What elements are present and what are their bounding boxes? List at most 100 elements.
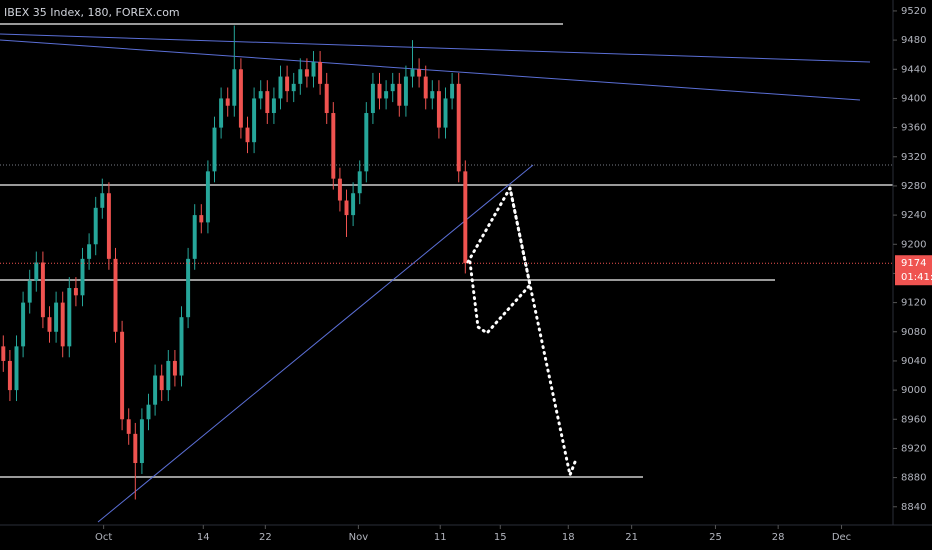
candle-body <box>212 127 217 172</box>
candle-body <box>265 91 270 114</box>
candle-body <box>1 346 6 361</box>
y-tick-label: 9200 <box>901 239 926 250</box>
y-tick-label: 9360 <box>901 123 926 134</box>
x-tick-label: 22 <box>259 532 272 543</box>
x-tick-label: 28 <box>772 532 785 543</box>
candle-body <box>54 302 59 332</box>
candle-body <box>318 61 323 84</box>
candle-body <box>60 302 65 347</box>
candle-body <box>113 258 118 332</box>
candle-body <box>252 98 257 143</box>
candle-body <box>436 91 441 128</box>
candle-body <box>423 76 428 99</box>
candle-body <box>232 69 237 106</box>
x-tick-label: 14 <box>197 532 210 543</box>
y-tick-label: 9240 <box>901 210 926 221</box>
y-tick-label: 8920 <box>901 443 926 454</box>
trend-line <box>0 33 871 63</box>
y-tick-label: 8880 <box>901 473 926 484</box>
x-tick-label: 21 <box>625 532 638 543</box>
x-tick-label: 11 <box>434 532 447 543</box>
x-tick-label: Oct <box>95 532 112 543</box>
candle-body <box>172 360 177 376</box>
candle-body <box>456 83 461 172</box>
x-tick-label: 15 <box>494 532 507 543</box>
candle-body <box>430 91 435 99</box>
candle-body <box>199 215 204 223</box>
candle-body <box>80 258 85 296</box>
trend-line <box>0 39 861 101</box>
candle-body <box>245 127 250 143</box>
candle-body <box>205 171 210 223</box>
candle-body <box>311 61 316 77</box>
y-tick-label: 9080 <box>901 327 926 338</box>
candle-body <box>357 171 362 194</box>
candle-body <box>21 302 26 347</box>
candle-body <box>417 69 422 77</box>
x-tick-label: Nov <box>349 532 369 543</box>
projection-path <box>508 186 577 481</box>
candle-body <box>410 69 415 77</box>
candle-body <box>40 262 45 318</box>
candle-body <box>463 171 468 264</box>
last-price-box <box>895 255 932 286</box>
candle-body <box>351 193 356 216</box>
candle-body <box>443 98 448 128</box>
candle-body <box>390 83 395 92</box>
plot <box>0 23 893 523</box>
y-tick-label: 9280 <box>901 181 926 192</box>
chart-title: IBEX 35 Index, 180, FOREX.com <box>4 6 180 19</box>
candle-body <box>192 215 197 259</box>
trend-line <box>97 164 534 523</box>
last-price-label: 9174 <box>901 258 926 269</box>
candle-body <box>377 83 382 99</box>
y-tick-label: 9120 <box>901 298 926 309</box>
candle-body <box>186 258 191 318</box>
candle-body <box>304 69 309 77</box>
candle-body <box>93 207 98 245</box>
candle-body <box>73 288 78 296</box>
candle-body <box>298 69 303 84</box>
candle-body <box>258 91 263 99</box>
countdown-label: 01:41:3 <box>901 272 932 283</box>
candle-body <box>344 200 349 216</box>
candle-body <box>34 262 39 281</box>
candle-body <box>47 317 52 332</box>
x-tick-label: 25 <box>709 532 722 543</box>
y-tick-label: 9440 <box>901 64 926 75</box>
candle-body <box>337 178 342 201</box>
candle-body <box>27 280 32 303</box>
candle-body <box>159 375 164 391</box>
candle-body <box>324 83 329 114</box>
candle-body <box>7 360 12 391</box>
candle-body <box>331 113 336 179</box>
candle-body <box>219 98 224 128</box>
candle-body <box>225 98 230 106</box>
x-tick-label: 18 <box>562 532 575 543</box>
candle-body <box>403 76 408 106</box>
candle-body <box>271 98 276 114</box>
x-tick-label: Dec <box>832 532 851 543</box>
y-tick-label: 9480 <box>901 35 926 46</box>
candle-body <box>133 433 138 464</box>
candle-body <box>120 331 125 420</box>
candle-body <box>179 317 184 376</box>
candle-body <box>67 288 72 347</box>
projection-path <box>466 183 532 335</box>
candle-body <box>14 346 19 391</box>
candle-body <box>106 193 111 259</box>
y-tick-label: 8960 <box>901 414 926 425</box>
candle-body <box>146 404 151 420</box>
y-tick-label: 9520 <box>901 6 926 17</box>
candle-body <box>278 76 283 99</box>
y-tick-label: 9320 <box>901 152 926 163</box>
candle-body <box>384 91 389 99</box>
candle-body <box>126 419 131 434</box>
candle-body <box>397 83 402 106</box>
candle-body <box>166 360 171 391</box>
y-tick-label: 9040 <box>901 356 926 367</box>
candle-body <box>364 113 369 172</box>
